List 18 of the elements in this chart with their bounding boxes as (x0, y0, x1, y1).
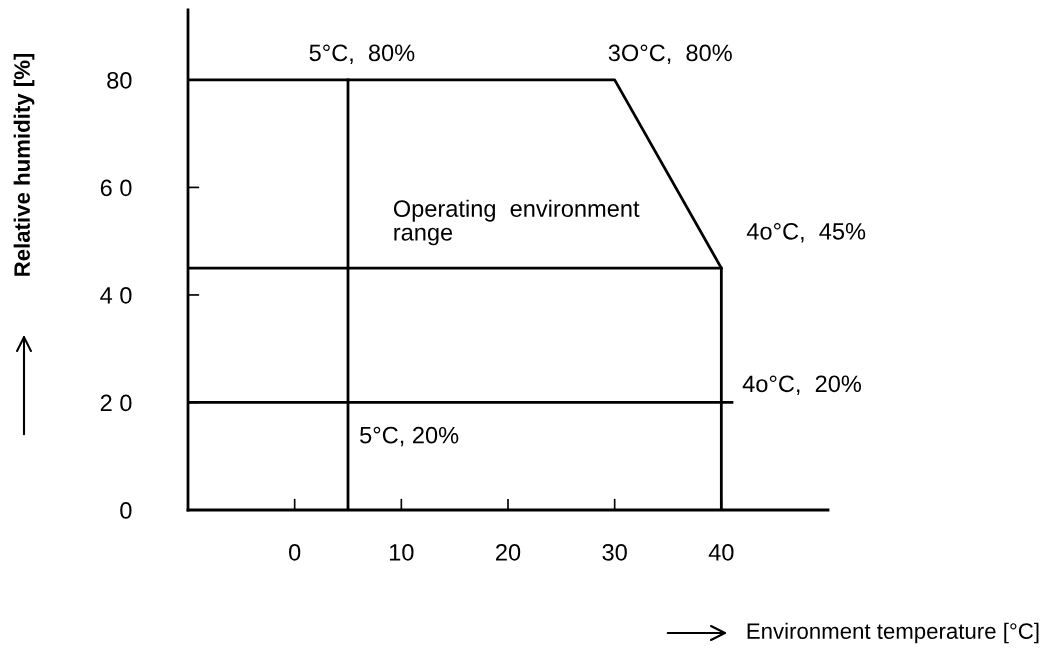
annotation: 4o°C, 20% (742, 375, 862, 395)
y-tick-label: 80 (107, 71, 132, 89)
x-tick-label: 10 (390, 543, 414, 561)
y-axis-title: Relative humidity [%] (13, 53, 35, 276)
x-tick-label: 30 (602, 543, 627, 561)
y-tick-label: 4 0 (100, 287, 132, 304)
annotation: 5°C, 20% (360, 426, 459, 447)
x-tick-label: 40 (708, 543, 734, 561)
x-tick-label: 20 (496, 543, 521, 561)
annotation: 4o°C, 45% (746, 222, 866, 243)
annotation: 3O°C, 80% (608, 44, 732, 65)
x-axis-title: Environment temperature [°C] (747, 622, 1039, 644)
y-tick-label: 0 (120, 502, 132, 519)
y-tick-label: 2 0 (100, 394, 132, 412)
x-tick-label: 0 (289, 543, 301, 561)
annotation: Operating environment range (393, 199, 640, 246)
annotation: 5°C, 80% (309, 44, 415, 65)
y-tick-label: 6 0 (100, 179, 132, 197)
